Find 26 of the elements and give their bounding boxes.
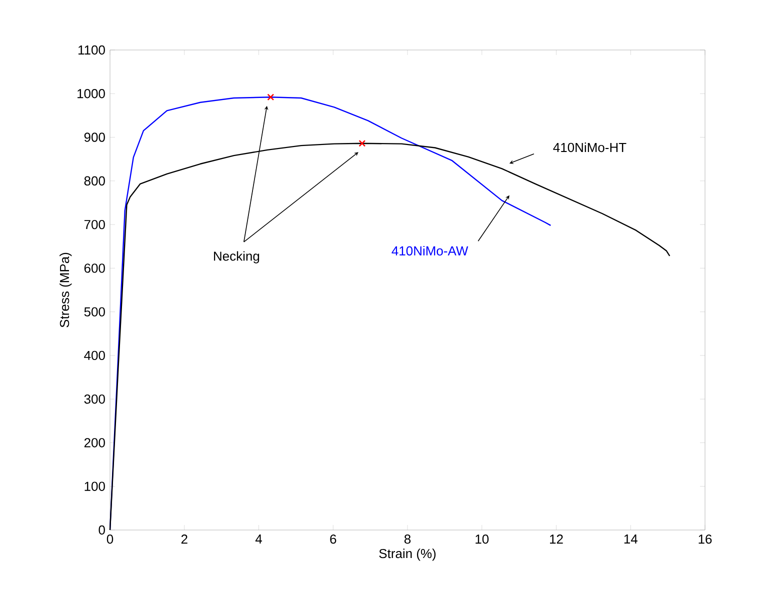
y-tick-label: 800 [84,176,105,186]
y-tick-label: 100 [84,482,105,491]
x-tick-label: 4 [255,534,262,544]
y-tick-label: 300 [84,394,105,404]
x-axis-title: Strain (%) [379,548,436,561]
x-tick-label: 6 [330,534,336,544]
x-tick-label: 14 [624,534,638,544]
x-tick-label: 2 [181,534,188,544]
x-tick-label: 10 [476,534,489,544]
x-tick-label: 16 [698,534,712,544]
text: 410NiMo-AW [392,246,468,256]
x-tick-label: 12 [550,534,563,544]
y-tick-label: 700 [84,220,105,230]
y-tick-label: 600 [84,264,105,273]
y-tick-label: 1100 [78,45,105,55]
x-tick-label: 8 [404,534,411,544]
y-tick-label: 500 [84,307,105,316]
y-axis-title: Stress (MPa) [60,252,72,328]
y-tick-label: 900 [84,132,105,142]
y-tick-label: 200 [84,438,105,448]
annotation: Necking [214,251,260,264]
y-tick-label: 400 [84,350,105,360]
text: 410NiMo-HT [553,142,626,152]
x-tick-label: 0 [106,534,114,544]
y-tick-label: 1000 [78,89,105,98]
y-tick-label: 0 [98,525,105,535]
